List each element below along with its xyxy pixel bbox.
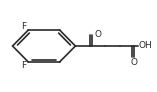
Text: O: O <box>94 30 101 39</box>
Text: F: F <box>21 22 26 31</box>
Text: OH: OH <box>139 41 153 51</box>
Text: O: O <box>131 58 138 67</box>
Text: F: F <box>21 61 26 70</box>
